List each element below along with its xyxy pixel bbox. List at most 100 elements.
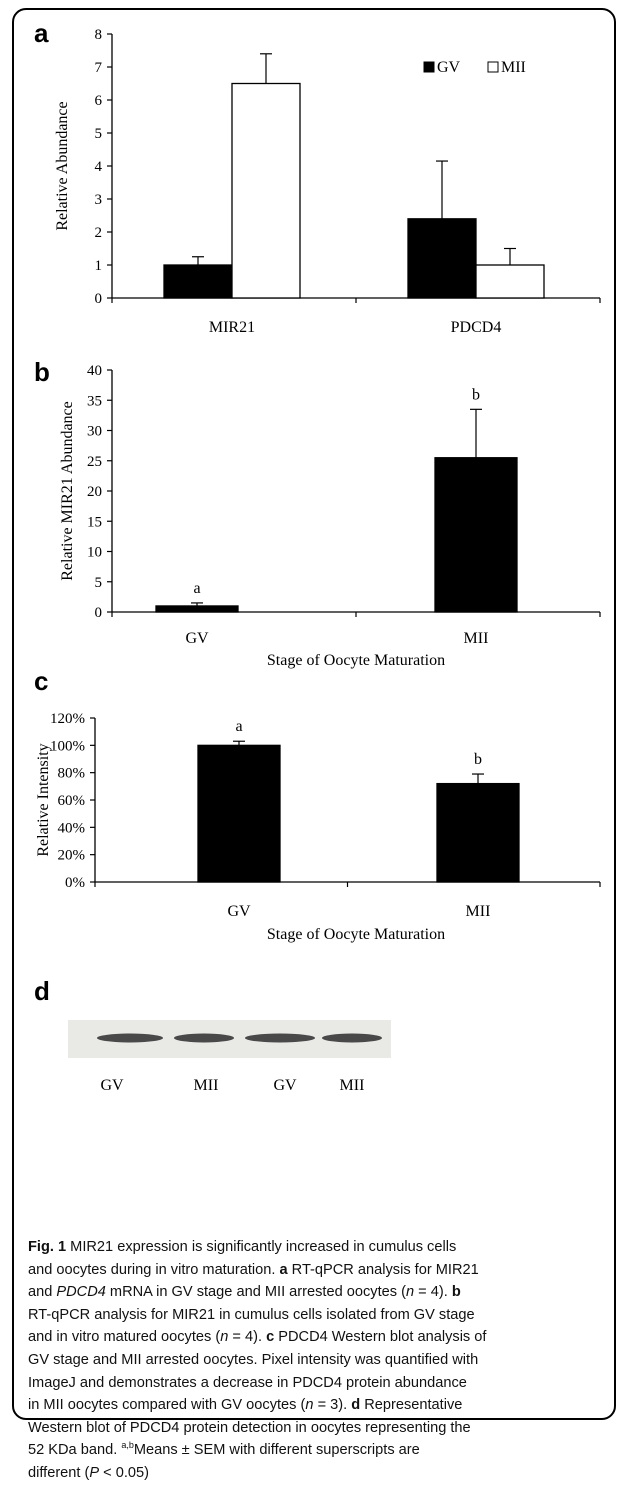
significance-letter: b xyxy=(474,751,482,768)
y-tick-label: 6 xyxy=(95,93,103,109)
caption-line: in MII oocytes compared with GV oocytes … xyxy=(28,1394,598,1417)
caption-text: = 4). xyxy=(414,1284,452,1301)
legend-swatch-mii xyxy=(487,61,499,73)
x-category-label: MIR21 xyxy=(209,319,255,336)
lane-label: GV xyxy=(100,1077,124,1094)
caption-text: different ( xyxy=(28,1464,90,1481)
x-category-label: PDCD4 xyxy=(451,319,502,336)
western-blot-band xyxy=(322,1033,382,1043)
y-axis-title: Relative Abundance xyxy=(54,101,71,230)
significance-letter: a xyxy=(193,580,200,597)
caption-text: in MII oocytes compared with GV oocytes … xyxy=(28,1397,306,1414)
x-category-label: GV xyxy=(185,630,209,647)
caption-text: RT-qPCR analysis for MIR21 xyxy=(287,1261,479,1278)
caption-text: c xyxy=(266,1329,275,1346)
y-tick-label: 120% xyxy=(50,711,85,727)
lane-label: GV xyxy=(273,1077,297,1094)
caption-text: Representative xyxy=(360,1397,463,1414)
caption-text: P xyxy=(89,1464,100,1481)
y-axis-title: Relative MIR21 Abundance xyxy=(59,401,76,581)
bar-gv xyxy=(155,605,239,613)
y-tick-label: 0% xyxy=(65,875,85,891)
x-category-label: GV xyxy=(227,903,251,920)
caption-text: = 3). xyxy=(313,1397,352,1414)
caption-text: ImageJ and demonstrates a decrease in PD… xyxy=(28,1374,467,1391)
lane-label: MII xyxy=(194,1077,219,1094)
x-category-label: MII xyxy=(464,630,489,647)
y-tick-label: 20 xyxy=(87,484,102,500)
caption-line: and PDCD4 mRNA in GV stage and MII arres… xyxy=(28,1281,598,1304)
caption-line: Fig. 1 MIR21 expression is significantly… xyxy=(28,1236,598,1259)
caption-text: d xyxy=(351,1397,361,1414)
figure-border xyxy=(12,8,616,1420)
bar-gv xyxy=(197,744,281,883)
caption-text: PDCD4 xyxy=(56,1284,106,1301)
caption-text: and xyxy=(28,1284,57,1301)
y-tick-label: 0 xyxy=(95,605,103,621)
caption-line: RT-qPCR analysis for MIR21 in cumulus ce… xyxy=(28,1304,598,1327)
caption-text: and oocytes during in vitro maturation. xyxy=(28,1261,280,1278)
y-tick-label: 5 xyxy=(95,126,103,142)
caption-text: PDCD4 Western blot analysis of xyxy=(274,1329,487,1346)
y-tick-label: 0 xyxy=(95,291,103,307)
y-tick-label: 10 xyxy=(87,545,102,561)
caption-line: different (P < 0.05) xyxy=(28,1462,598,1485)
caption-text: Fig. 1 xyxy=(28,1239,67,1255)
y-tick-label: 2 xyxy=(95,225,103,241)
panel-letter-a: a xyxy=(34,18,49,48)
caption-text: and in vitro matured oocytes ( xyxy=(28,1329,221,1346)
caption-text: Means ± SEM with different superscripts … xyxy=(133,1442,420,1459)
figure-caption: Fig. 1 MIR21 expression is significantly… xyxy=(28,1236,598,1485)
x-axis-title: Stage of Oocyte Maturation xyxy=(267,926,445,943)
caption-text: < 0.05) xyxy=(99,1464,150,1481)
figure-canvas: a 0 1 2 3 4 5 6 7 8 Relative Abundance MIR21 PDCD4 GV… xyxy=(34,18,601,1094)
y-tick-label: 5 xyxy=(95,575,103,591)
y-tick-label: 40% xyxy=(58,820,86,836)
bar-mii-mir21 xyxy=(231,82,301,299)
y-axis-title: Relative Intensity xyxy=(35,743,52,856)
y-tick-label: 3 xyxy=(95,192,103,208)
panel-letter-c: c xyxy=(34,666,48,696)
significance-letter: b xyxy=(472,386,480,403)
panel-letter-d: d xyxy=(34,976,50,1006)
caption-line: GV stage and MII arrested oocytes. Pixel… xyxy=(28,1349,598,1372)
y-tick-label: 100% xyxy=(50,738,85,754)
y-tick-label: 35 xyxy=(87,393,102,409)
x-axis-title: Stage of Oocyte Maturation xyxy=(267,652,445,669)
chart-panel-b: b 0 5 10 15 20 25 30 35 40 Relative MIR21 Abundanc… xyxy=(34,357,601,669)
y-tick-label: 15 xyxy=(87,514,102,530)
caption-text: RT-qPCR analysis for MIR21 in cumulus ce… xyxy=(28,1306,475,1323)
caption-text: GV stage and MII arrested oocytes. Pixel… xyxy=(28,1351,479,1368)
x-category-label: MII xyxy=(466,903,491,920)
y-tick-label: 7 xyxy=(95,60,103,76)
bar-mii xyxy=(436,782,520,883)
caption-text: n xyxy=(220,1329,229,1346)
y-tick-label: 40 xyxy=(87,363,102,379)
caption-text: b xyxy=(451,1284,461,1301)
western-blot-band xyxy=(174,1033,234,1043)
lane-label: MII xyxy=(340,1077,365,1094)
figure: a 0 1 2 3 4 5 6 7 8 Relative Abundance MIR21 PDCD4 GV… xyxy=(12,8,616,1481)
y-tick-label: 4 xyxy=(95,159,103,175)
bar-mii-pdcd4 xyxy=(475,264,545,299)
caption-line: and oocytes during in vitro maturation. … xyxy=(28,1259,598,1282)
caption-line: and in vitro matured oocytes (n = 4). c … xyxy=(28,1326,598,1349)
legend-label-mii: MII xyxy=(501,59,526,76)
caption-line: ImageJ and demonstrates a decrease in PD… xyxy=(28,1372,598,1395)
legend-swatch-gv xyxy=(423,61,435,73)
caption-text: n xyxy=(405,1284,415,1301)
caption-text: n xyxy=(305,1397,314,1414)
legend: GV MII xyxy=(423,59,526,76)
caption-text: Western blot of PDCD4 protein detection … xyxy=(28,1419,471,1436)
y-tick-label: 25 xyxy=(87,454,102,470)
y-tick-label: 8 xyxy=(95,27,103,43)
western-blot-band xyxy=(97,1033,163,1043)
y-tick-label: 80% xyxy=(58,766,86,782)
bar-gv-pdcd4 xyxy=(407,218,477,299)
caption-text: a xyxy=(279,1261,288,1278)
chart-panel-a: a 0 1 2 3 4 5 6 7 8 Relative Abundance MIR21 PDCD4 GV… xyxy=(34,18,601,336)
y-tick-label: 30 xyxy=(87,424,102,440)
chart-panel-c: c 0% 20% 40% 60% 80% 100% 120% Relative Intensit… xyxy=(34,666,601,943)
caption-text: MIR21 expression is significantly increa… xyxy=(66,1239,457,1255)
bar-mii xyxy=(434,457,518,613)
